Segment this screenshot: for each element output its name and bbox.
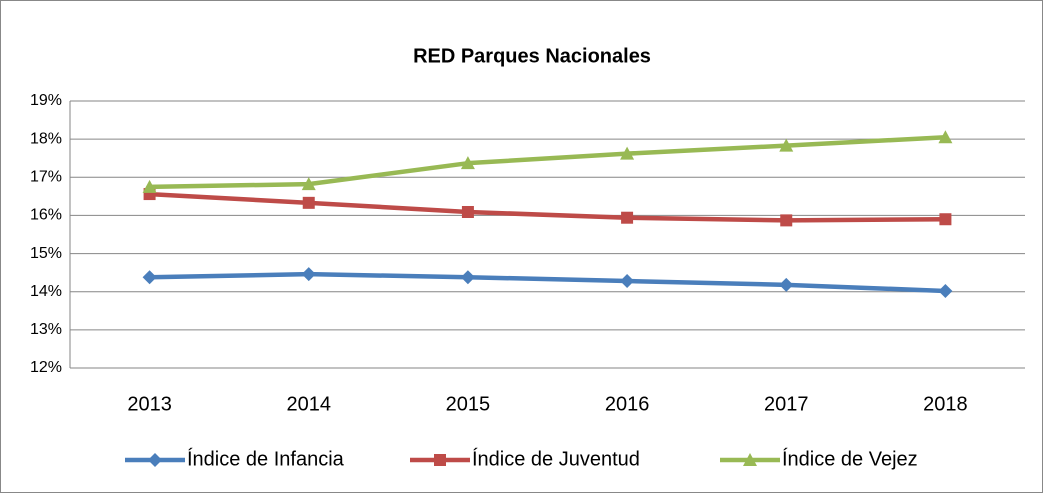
data-point xyxy=(938,283,953,298)
data-point xyxy=(301,267,316,282)
data-point xyxy=(779,277,794,292)
data-point xyxy=(938,130,953,144)
series-line xyxy=(149,191,946,223)
series-line xyxy=(149,271,946,294)
legend-label: Índice de Juventud xyxy=(472,447,640,470)
data-point xyxy=(780,214,793,227)
legend-marker xyxy=(434,454,446,466)
chart-title: RED Parques Nacionales xyxy=(413,45,651,67)
legend-marker xyxy=(148,453,162,467)
x-tick-label: 2014 xyxy=(287,393,332,415)
data-point xyxy=(461,205,474,218)
data-point xyxy=(939,213,952,226)
data-point xyxy=(620,146,635,160)
x-tick-label: 2015 xyxy=(446,393,491,415)
y-tick-label: 18% xyxy=(30,130,62,147)
data-point xyxy=(460,270,475,285)
y-tick-label: 12% xyxy=(30,359,62,376)
y-tick-label: 14% xyxy=(30,283,62,300)
x-tick-label: 2017 xyxy=(764,393,809,415)
x-tick-label: 2016 xyxy=(605,393,650,415)
y-tick-label: 19% xyxy=(30,92,62,109)
data-point xyxy=(301,177,316,191)
series-line xyxy=(149,134,946,190)
y-tick-label: 16% xyxy=(30,207,62,224)
data-point xyxy=(620,274,635,289)
data-point xyxy=(302,196,315,209)
y-tick-label: 15% xyxy=(30,245,62,262)
data-point xyxy=(621,211,634,224)
legend-label: Índice de Infancia xyxy=(187,447,345,470)
legend-marker xyxy=(743,453,757,466)
data-point xyxy=(779,138,794,152)
data-point xyxy=(142,179,157,193)
y-tick-label: 13% xyxy=(30,321,62,338)
data-point xyxy=(460,156,475,170)
legend-label: Índice de Vejez xyxy=(782,447,918,470)
y-tick-label: 17% xyxy=(30,169,62,186)
x-tick-label: 2018 xyxy=(923,393,968,415)
x-tick-label: 2013 xyxy=(127,393,172,415)
data-point xyxy=(142,270,157,285)
